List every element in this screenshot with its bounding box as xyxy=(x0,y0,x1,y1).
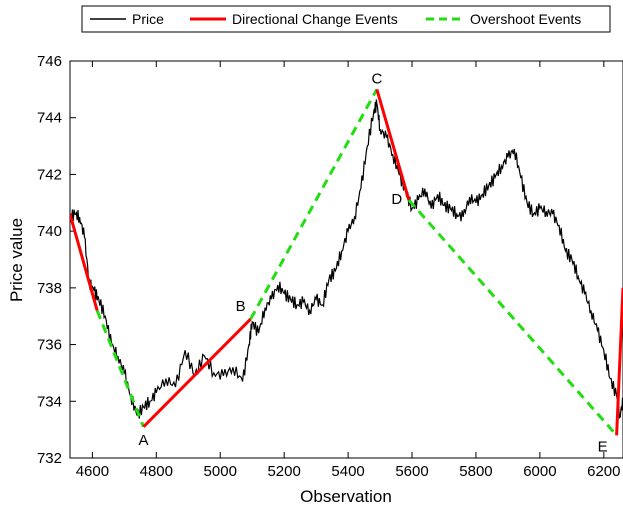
point-label-e: E xyxy=(598,438,608,455)
overshoot-segment-0 xyxy=(95,309,145,428)
x-tick-label-8: 6200 xyxy=(587,463,620,480)
x-tick-label-5: 5600 xyxy=(395,463,428,480)
x-tick-label-4: 5400 xyxy=(331,463,364,480)
overshoot-segment-2 xyxy=(407,198,618,437)
point-label-c: C xyxy=(371,70,382,87)
x-tick-label-6: 5800 xyxy=(459,463,492,480)
y-tick-label-2: 736 xyxy=(37,337,62,354)
x-axis-label: Observation xyxy=(300,487,392,506)
legend-label-price: Price xyxy=(132,11,164,27)
point-label-a: A xyxy=(139,432,149,449)
y-tick-label-7: 746 xyxy=(37,53,62,70)
x-tick-label-2: 5000 xyxy=(204,463,237,480)
point-label-b: B xyxy=(236,298,246,315)
legend-label-dc: Directional Change Events xyxy=(232,11,398,27)
y-tick-label-4: 740 xyxy=(37,223,62,240)
y-axis-label: Price value xyxy=(7,218,26,302)
dc-segment-1 xyxy=(142,317,252,428)
dc-segment-3 xyxy=(615,287,623,436)
overshoot-segment-1 xyxy=(249,88,379,320)
x-tick-label-1: 4800 xyxy=(140,463,173,480)
legend: Price Directional Change Events Overshoo… xyxy=(81,5,611,33)
dc-segment-0 xyxy=(70,213,99,311)
point-label-d: D xyxy=(391,191,402,208)
y-tick-label-3: 738 xyxy=(37,280,62,297)
x-tick-label-7: 6000 xyxy=(523,463,556,480)
axis-tick-labels: 4600 4800 5000 5200 5400 5600 5800 6000 6200 732 7… xyxy=(37,53,621,480)
y-tick-label-1: 734 xyxy=(37,393,62,410)
axis-ticks xyxy=(70,60,605,459)
legend-box xyxy=(81,5,611,33)
x-tick-label-0: 4600 xyxy=(76,463,109,480)
y-tick-label-0: 732 xyxy=(37,450,62,467)
dc-segment-2 xyxy=(375,88,411,201)
annotation-layer: A B C D E xyxy=(139,70,608,455)
price-line xyxy=(70,99,623,419)
series-layer xyxy=(70,88,623,437)
x-tick-label-3: 5200 xyxy=(267,463,300,480)
plot-area xyxy=(69,60,623,459)
y-tick-label-6: 744 xyxy=(37,110,62,127)
y-tick-label-5: 742 xyxy=(37,166,62,183)
legend-label-os: Overshoot Events xyxy=(470,11,581,27)
